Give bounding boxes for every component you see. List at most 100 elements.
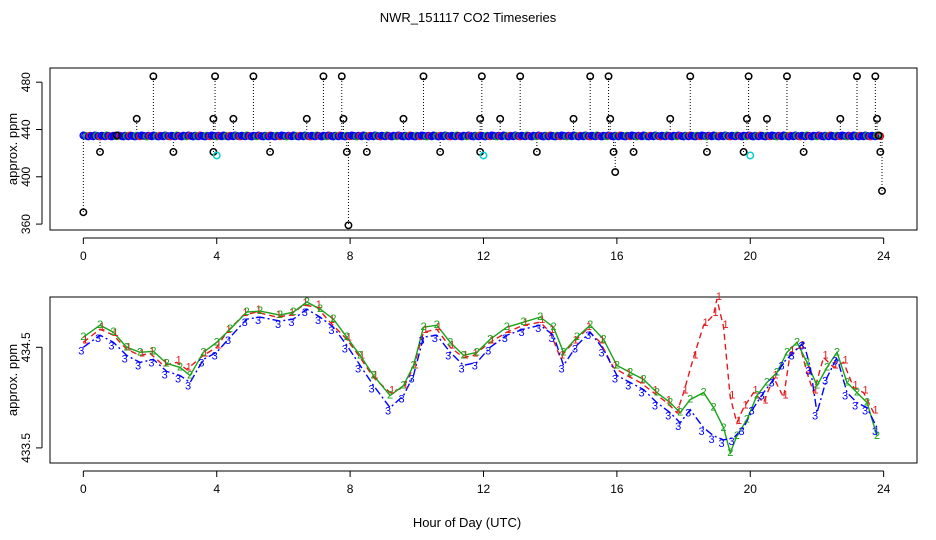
series-1-point: 1 (873, 405, 879, 417)
series-2-point: 2 (304, 296, 310, 308)
series-2-point: 2 (721, 422, 727, 434)
series-3-point: 3 (185, 381, 191, 393)
spike-point (112, 131, 121, 140)
spike-point (586, 72, 595, 81)
spike-point (169, 148, 178, 156)
spike-point (609, 148, 618, 156)
series-3-point: 3 (759, 391, 765, 403)
series-3-point: 3 (198, 357, 204, 369)
series-3-point: 3 (789, 350, 795, 362)
series-1-point: 1 (449, 339, 455, 351)
series-1-point: 1 (389, 385, 395, 397)
series-2-point: 2 (627, 367, 633, 379)
series-3-point: 3 (805, 365, 811, 377)
series-1-point: 1 (412, 359, 418, 371)
top-plot-marks (79, 72, 886, 230)
series-1-point: 1 (289, 307, 295, 319)
series-2-point: 2 (667, 397, 673, 409)
series-3-point: 3 (418, 335, 424, 347)
spike-point (132, 114, 141, 123)
series-3-point: 3 (585, 330, 591, 342)
series-2-point: 2 (701, 387, 707, 399)
bottom-x-tick-label: 16 (610, 482, 624, 496)
series-1-point: 1 (346, 331, 352, 343)
series-1-point: 1 (736, 415, 742, 427)
series-2-point: 2 (734, 430, 740, 442)
spike-point (496, 114, 505, 123)
spike-point (339, 114, 348, 123)
series-3-point: 3 (342, 343, 348, 355)
cyan-point (212, 151, 221, 160)
spike-point (266, 148, 275, 156)
top-x-tick-label: 24 (877, 249, 891, 263)
series-3-point: 3 (148, 357, 154, 369)
spike-point (436, 148, 445, 156)
series-3-point: 3 (665, 411, 671, 423)
series-3-point: 3 (699, 426, 705, 438)
spike-point (149, 72, 158, 81)
series-3-point: 3 (275, 319, 281, 331)
series-2-point: 2 (420, 321, 426, 333)
bottom-y-axis-label: approx. ppm (5, 344, 20, 416)
bottom-x-tick-label: 8 (347, 482, 354, 496)
series-3-point: 3 (518, 327, 524, 339)
series-3-point: 3 (485, 345, 491, 357)
series-2-point: 2 (641, 374, 647, 386)
series-1-point: 1 (316, 299, 322, 311)
spike-point (362, 148, 371, 156)
spike-point (874, 131, 883, 140)
series-1-point: 1 (522, 317, 528, 329)
series-3-point: 3 (432, 333, 438, 345)
series-1-point: 1 (112, 327, 118, 339)
series-1-point: 1 (302, 297, 308, 309)
spike-point (337, 72, 346, 81)
series-2-point: 2 (124, 341, 130, 353)
series-1-point: 1 (723, 319, 729, 331)
series-2-point: 2 (317, 303, 323, 315)
series-3-point: 3 (368, 384, 374, 396)
series-3-point: 3 (398, 394, 404, 406)
spike-point (762, 114, 771, 123)
series-2-point: 2 (677, 407, 683, 419)
spike-point (569, 114, 578, 123)
series-2-point: 2 (537, 311, 543, 323)
series-2-point: 2 (520, 316, 526, 328)
bottom-y-tick-label: 434.5 (19, 332, 33, 362)
series-1-point: 1 (813, 385, 819, 397)
series-1-point: 1 (572, 334, 578, 346)
series-2-point: 2 (587, 319, 593, 331)
series-2-point: 2 (447, 336, 453, 348)
series-3-point: 3 (822, 376, 828, 388)
series-1-point: 1 (149, 345, 155, 357)
chart-title: NWR_151117 CO2 Timeseries (380, 10, 557, 25)
series-3-point: 3 (719, 438, 725, 450)
bottom-x-tick-label: 0 (80, 482, 87, 496)
series-3-point: 3 (408, 374, 414, 386)
series-3-point: 3 (122, 353, 128, 365)
series-2-point: 2 (97, 319, 103, 331)
series-1-point: 1 (99, 321, 105, 333)
series-1-point: 1 (276, 309, 282, 321)
top-x-tick-label: 20 (744, 249, 758, 263)
series-2-point: 2 (874, 430, 880, 442)
bottom-x-axis: 0 4 8 12 16 20 24 (80, 470, 891, 496)
series-2-point: 2 (187, 370, 193, 382)
spike-point (604, 72, 613, 81)
series-1-point: 1 (716, 291, 722, 303)
series-2-point: 2 (774, 367, 780, 379)
series-2-point: 2 (550, 321, 556, 333)
series-1-point: 1 (549, 324, 555, 336)
series-2-point: 2 (711, 402, 717, 414)
spike-point (96, 148, 104, 156)
top-x-tick-label: 4 (213, 249, 220, 263)
series-1-point: 1 (402, 380, 408, 392)
spike-point (319, 72, 328, 81)
series-2-point: 2 (814, 380, 820, 392)
series-1-point: 1 (162, 357, 168, 369)
series-2-point: 2 (654, 387, 660, 399)
series-3-point: 3 (212, 350, 218, 362)
spike-point (532, 148, 541, 156)
top-y-axis-label: approx. ppm (5, 113, 20, 185)
spike-point (302, 114, 311, 123)
